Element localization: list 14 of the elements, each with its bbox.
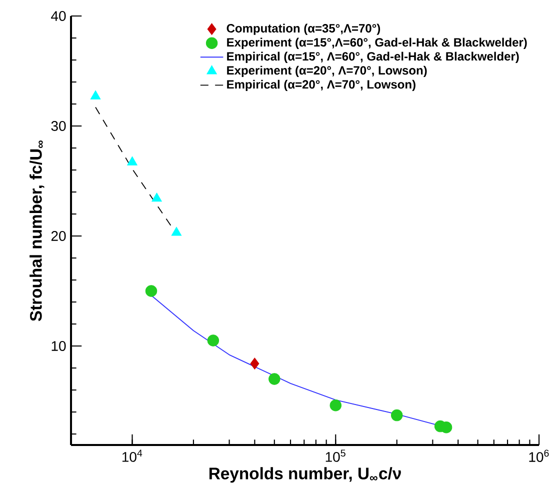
y-tick-label: 30 [51, 121, 66, 131]
x-tick-label: 10$^{5}$ [326, 450, 346, 462]
legend-label: Computation (α=35°,Λ=70°) [226, 24, 380, 35]
x-tick-label: 10$^{6}$ [529, 450, 549, 462]
legend-label: Empirical (α=20°, Λ=70°, Lowson) [227, 80, 416, 92]
y-tick-label: 10 [52, 341, 66, 351]
x-axis-title: Reynolds number, U$_{∞}$c/ν [209, 467, 401, 483]
y-tick-label: 40 [51, 11, 66, 21]
x-tick-label: 10$^{4}$ [122, 450, 142, 462]
y-axis-title: Strouhal number, fc/U$_{∞}$ [30, 140, 44, 322]
legend-label: Experiment (α=15°,Λ=60°, Gad-el-Hak & Blackwelder) [227, 38, 527, 49]
y-tick-label: 20 [51, 231, 66, 241]
legend-label: Empirical (α=15°, Λ=60°, Gad-el-Hak & Blackwelder) [227, 52, 519, 63]
legend-label: Experiment (α=20°, Λ=70°, Lowson) [227, 66, 427, 78]
